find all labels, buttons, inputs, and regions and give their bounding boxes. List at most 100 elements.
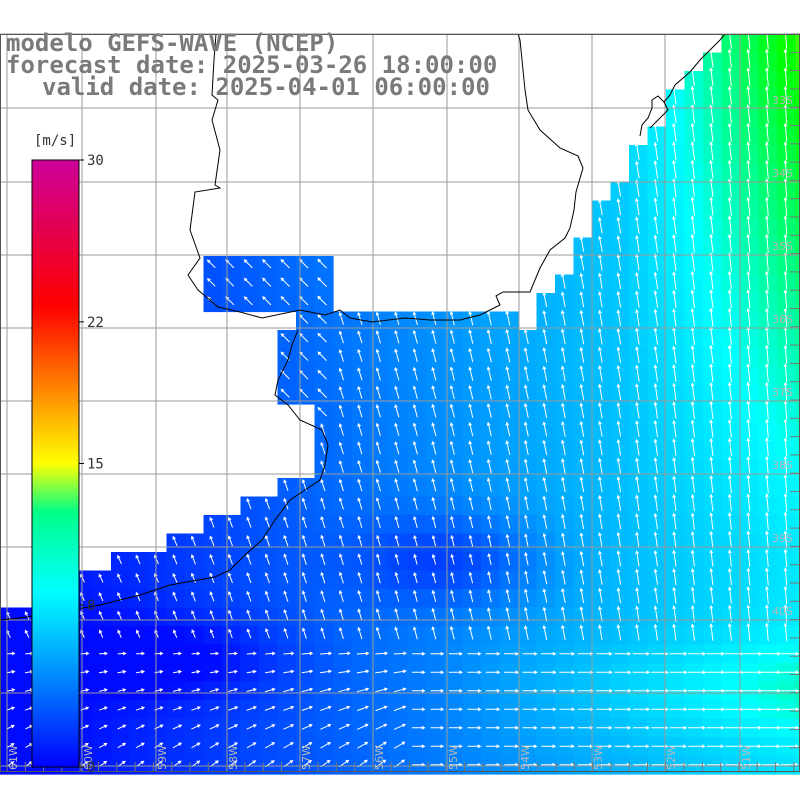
wind-arrow xyxy=(709,530,714,549)
wind-arrow xyxy=(746,196,751,216)
wind-arrow xyxy=(780,651,800,656)
wind-arrow xyxy=(357,553,363,565)
wind-arrow xyxy=(635,197,640,216)
wind-arrow xyxy=(317,258,327,269)
wind-arrow xyxy=(540,651,557,656)
longitude-label: 59W xyxy=(156,745,169,770)
wind-arrow xyxy=(761,725,781,730)
wind-arrow xyxy=(632,707,651,712)
longitude-label: 60W xyxy=(82,745,95,770)
wind-arrow xyxy=(431,553,437,565)
wind-arrow xyxy=(412,366,418,381)
wind-arrow xyxy=(375,422,381,436)
wind-arrow xyxy=(24,629,30,638)
wind-arrow xyxy=(709,363,714,383)
wind-arrow xyxy=(765,67,769,87)
wind-arrow xyxy=(542,310,548,326)
wind-arrow xyxy=(317,351,327,361)
wind-arrow xyxy=(375,459,381,473)
wind-arrow xyxy=(783,48,788,68)
wind-arrow xyxy=(191,591,196,602)
wind-arrow xyxy=(783,289,788,309)
wind-arrow xyxy=(598,235,603,252)
wind-arrow xyxy=(669,651,688,656)
wind-arrow xyxy=(243,259,253,269)
wind-arrow xyxy=(468,403,474,418)
wind-arrow xyxy=(541,744,557,749)
wind-arrow xyxy=(486,310,492,326)
wind-arrow xyxy=(449,440,455,455)
wind-arrow xyxy=(765,344,769,364)
wind-arrow xyxy=(117,706,127,711)
colorbar-tick-label: 22 xyxy=(87,315,104,331)
wind-cell xyxy=(795,626,800,646)
wind-arrow xyxy=(579,624,585,641)
wind-arrow xyxy=(709,419,714,438)
wind-arrow xyxy=(413,572,418,584)
wind-arrow xyxy=(190,554,196,565)
wind-arrow xyxy=(783,270,788,290)
wind-arrow xyxy=(283,553,289,565)
wind-arrow xyxy=(746,307,751,327)
wind-arrow xyxy=(746,85,751,105)
wind-arrow xyxy=(283,669,295,674)
wind-arrow xyxy=(559,670,576,675)
wind-arrow xyxy=(579,346,585,363)
wind-arrow xyxy=(228,609,233,620)
wind-arrow xyxy=(690,308,695,327)
wind-arrow xyxy=(542,551,548,566)
wind-arrow xyxy=(246,535,252,547)
wind-cell xyxy=(795,330,800,350)
wind-arrow xyxy=(616,550,622,567)
wind-arrow xyxy=(449,329,455,344)
wind-cell xyxy=(795,607,800,627)
wind-arrow xyxy=(727,159,732,179)
wind-arrow xyxy=(577,707,594,712)
wind-arrow xyxy=(191,706,201,711)
wind-arrow xyxy=(598,365,603,382)
wind-arrow xyxy=(209,572,215,584)
wind-arrow xyxy=(468,477,474,492)
wind-arrow xyxy=(727,289,732,309)
wind-arrow xyxy=(690,233,695,253)
wind-arrow xyxy=(540,688,557,693)
wind-arrow xyxy=(505,365,511,382)
wind-arrow xyxy=(448,688,463,693)
colorbar-tick-label: 15 xyxy=(87,457,104,473)
wind-arrow xyxy=(672,549,677,567)
wind-arrow xyxy=(746,586,751,604)
wind-arrow xyxy=(765,326,769,346)
wind-arrow xyxy=(653,364,658,382)
wind-arrow xyxy=(191,742,201,749)
wind-arrow xyxy=(672,419,677,438)
wind-arrow xyxy=(727,141,732,161)
wind-arrow xyxy=(653,197,659,216)
wind-arrow xyxy=(317,277,327,287)
wind-arrow xyxy=(468,607,474,622)
wind-arrow xyxy=(431,403,437,418)
wind-arrow xyxy=(280,258,290,269)
wind-arrow xyxy=(560,346,566,363)
wind-arrow xyxy=(99,688,108,692)
wind-cell xyxy=(795,108,800,128)
wind-cell xyxy=(795,459,800,479)
wind-arrow xyxy=(394,534,400,547)
wind-arrow xyxy=(468,458,474,474)
wind-arrow xyxy=(280,277,290,287)
wind-arrow xyxy=(542,532,548,548)
wind-arrow xyxy=(280,333,290,343)
wind-arrow xyxy=(264,553,270,565)
wind-arrow xyxy=(209,742,220,749)
wind-arrow xyxy=(635,346,640,364)
wind-arrow xyxy=(357,385,363,399)
wind-arrow xyxy=(191,651,201,656)
wind-arrow xyxy=(746,381,751,401)
wind-arrow xyxy=(431,422,437,437)
wind-arrow xyxy=(228,706,239,711)
wind-arrow xyxy=(709,400,714,420)
wind-arrow xyxy=(430,670,445,675)
wind-arrow xyxy=(709,567,714,586)
latitude-label: 36S xyxy=(772,313,793,326)
wind-arrow xyxy=(117,651,127,656)
wind-arrow xyxy=(301,497,307,510)
